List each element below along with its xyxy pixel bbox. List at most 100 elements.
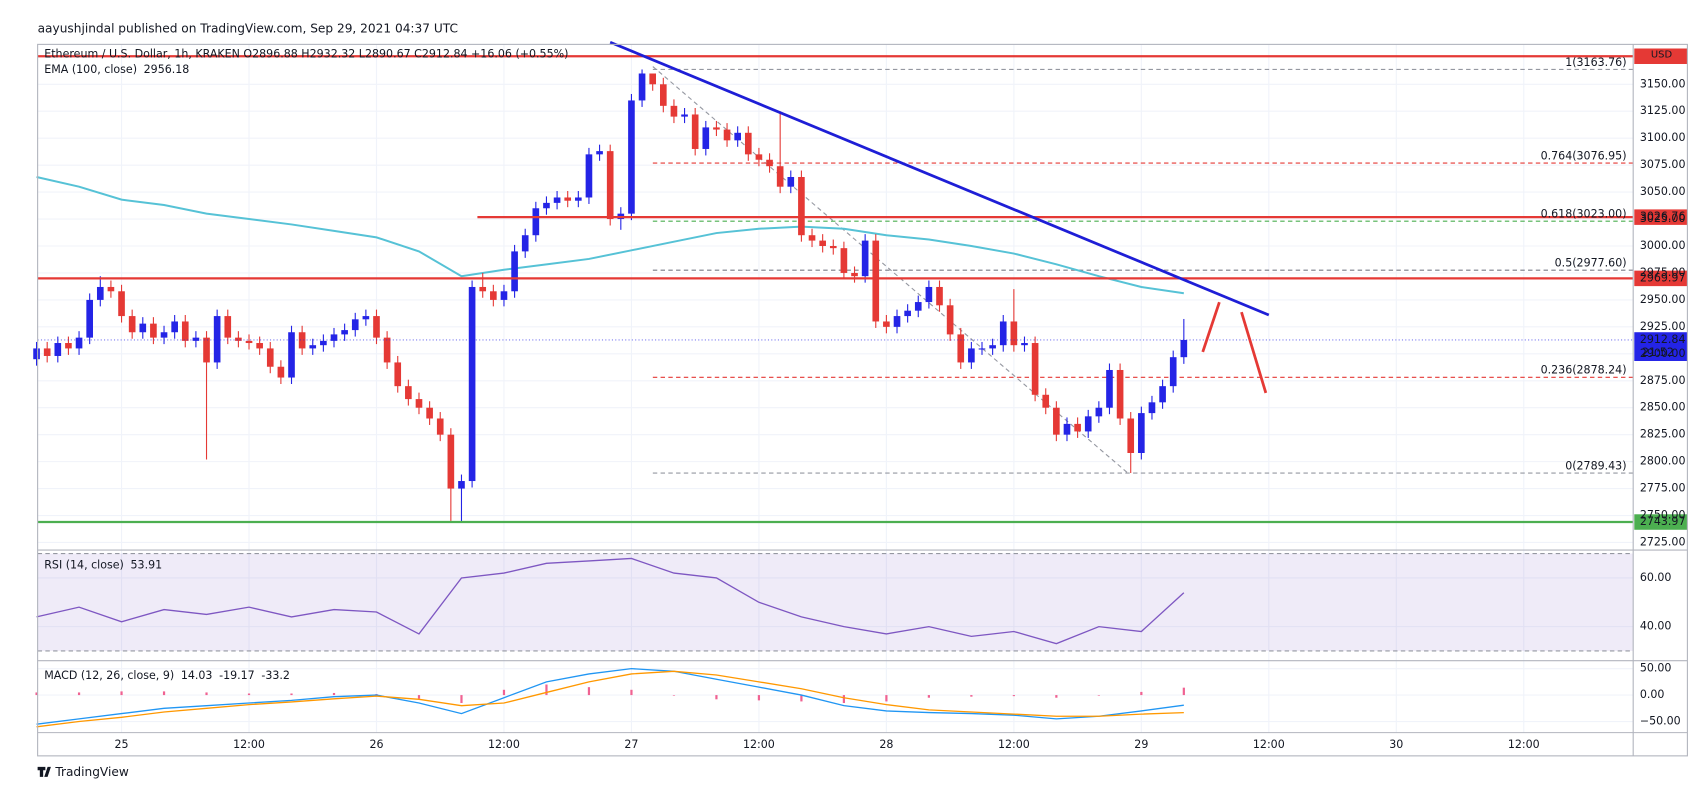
- candle-body: [946, 305, 954, 335]
- candle-body: [171, 321, 178, 333]
- y-axis-label: USD: [1651, 49, 1673, 60]
- macd-histogram-bar: [247, 693, 251, 696]
- macd-histogram-bar: [587, 687, 591, 696]
- candle-body: [309, 345, 317, 349]
- candle-body: [1095, 407, 1103, 417]
- candle-body: [829, 245, 837, 249]
- level-tag-label: 3026.76: [1640, 210, 1686, 223]
- macd-legend-value: -19.17: [219, 669, 255, 682]
- x-tick-label: 12:00: [1253, 738, 1285, 751]
- macd-signal-line: [36, 670, 1184, 728]
- candle-body: [628, 100, 635, 214]
- candle-body: [1084, 416, 1092, 432]
- candle-body: [925, 286, 933, 303]
- y-tick-label: 2825.00: [1640, 428, 1686, 441]
- candle-body: [999, 321, 1007, 346]
- x-tick-label: 12:00: [1508, 738, 1540, 751]
- candle-body: [426, 407, 433, 419]
- candle-body: [245, 340, 253, 344]
- x-tick-label: 30: [1389, 738, 1403, 751]
- candle-body: [575, 197, 582, 201]
- candle-body: [362, 316, 370, 320]
- y-tick-label: 2925.00: [1640, 320, 1686, 333]
- candle-body: [585, 154, 593, 198]
- candle-body: [734, 132, 741, 141]
- rsi-band: [37, 553, 1634, 651]
- rsi-legend-value: 53.91: [131, 559, 163, 572]
- candle-body: [861, 240, 869, 277]
- y-tick-label: 2775.00: [1640, 482, 1686, 495]
- candle-body: [203, 337, 210, 363]
- x-tick-label: 28: [879, 738, 893, 751]
- candle-body: [394, 362, 402, 387]
- logo: [37, 766, 51, 777]
- macd-tick-label: 50.00: [1640, 662, 1672, 675]
- y-tick-label: 3000.00: [1640, 239, 1686, 252]
- candle-body: [235, 337, 242, 341]
- x-tick-label: 25: [115, 738, 129, 751]
- candle-body: [1169, 357, 1177, 387]
- level-tag: [1634, 48, 1688, 64]
- candle-body: [606, 151, 614, 220]
- candle-body: [288, 332, 295, 378]
- projection-arrow: [1201, 301, 1221, 353]
- macd-histogram-bar: [885, 695, 888, 702]
- candle-body: [298, 332, 306, 349]
- x-tick-label: 26: [369, 738, 383, 751]
- candle-body: [659, 84, 667, 106]
- x-tick-label: 12:00: [233, 738, 265, 751]
- fib-trend-line: [652, 66, 1129, 475]
- candle-body: [1031, 343, 1039, 395]
- macd-histogram-bar: [842, 695, 846, 704]
- candle-body: [936, 286, 943, 306]
- candle-body: [543, 202, 550, 209]
- y-tick-label: 3125.00: [1640, 104, 1686, 117]
- candle-body: [1010, 321, 1018, 346]
- candle-body: [638, 73, 646, 101]
- macd-histogram-bar: [460, 695, 463, 704]
- level-tag-label: 2969.97: [1640, 271, 1686, 284]
- candle-body: [490, 291, 497, 300]
- candle-body: [351, 319, 359, 331]
- macd-histogram-bar: [35, 692, 38, 696]
- candle-body: [1063, 423, 1071, 435]
- x-tick-label: 12:00: [743, 738, 775, 751]
- candle-body: [798, 176, 805, 236]
- rsi-tick-label: 40.00: [1640, 620, 1672, 633]
- candle-body: [840, 248, 848, 273]
- trend-line: [609, 40, 1270, 317]
- macd-histogram-bar: [1012, 695, 1015, 697]
- macd-legend-value: 14.03: [181, 669, 213, 682]
- candle-body: [744, 132, 752, 155]
- candle-body: [904, 310, 911, 317]
- candle-body: [479, 286, 487, 292]
- candle-body: [128, 316, 136, 333]
- candle-body: [872, 240, 880, 322]
- candle-body: [447, 434, 455, 489]
- candle-body: [181, 321, 189, 341]
- last-price-label: 2912.84: [1640, 333, 1686, 346]
- candle-body: [1180, 339, 1188, 358]
- fib-label: 0.236(2878.24): [1541, 364, 1627, 377]
- last-price-tag: [1634, 332, 1688, 361]
- macd-legend: MACD (12, 26, close, 9): [44, 669, 174, 682]
- candle-body: [1042, 394, 1050, 408]
- candle-body: [139, 323, 147, 333]
- y-tick-label: 2875.00: [1640, 374, 1686, 387]
- candle-body: [43, 348, 51, 356]
- fib-label: 1(3163.76): [1565, 56, 1626, 69]
- macd-histogram-bar: [120, 691, 123, 696]
- fib-label: 0(2789.43): [1565, 459, 1626, 472]
- ema-legend: EMA (100, close): [44, 63, 137, 76]
- y-tick-label: 2900.00: [1640, 347, 1686, 360]
- macd-histogram-bar: [1055, 695, 1058, 698]
- macd-tick-label: 0.00: [1640, 688, 1665, 701]
- macd-histogram-bar: [1097, 695, 1100, 696]
- candle-body: [1159, 386, 1166, 403]
- x-tick-label: 12:00: [998, 738, 1030, 751]
- candle-body: [277, 366, 285, 378]
- candle-body: [553, 197, 561, 203]
- labels: aayushjindal published on TradingView.co…: [38, 21, 1686, 779]
- candle-body: [54, 343, 62, 356]
